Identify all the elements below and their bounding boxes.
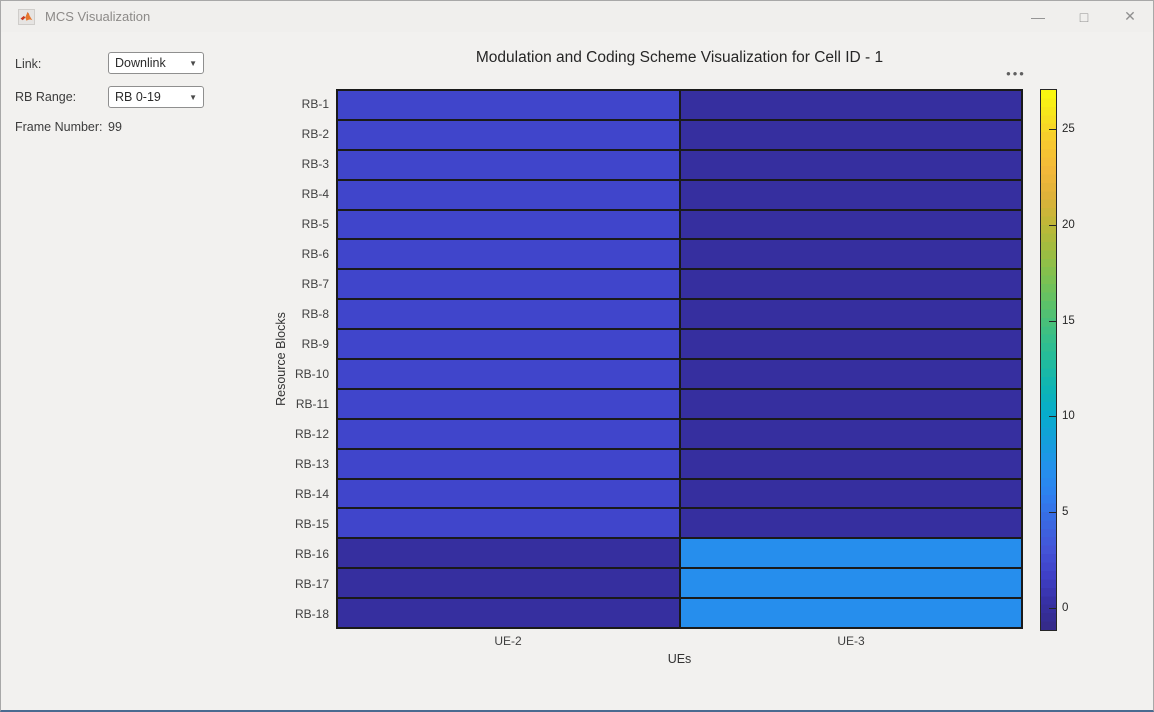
heatmap-cell [338, 210, 679, 239]
colorbar-tick-label: 0 [1062, 602, 1069, 614]
colorbar-tick-mark [1049, 608, 1056, 609]
maximize-icon[interactable]: □ [1079, 8, 1089, 25]
matlab-logo-icon [18, 8, 35, 25]
x-tick-label: UE-3 [837, 634, 865, 648]
heatmap-cell [680, 91, 1021, 119]
y-tick-label: RB-2 [301, 127, 329, 141]
colorbar-tick-mark [1049, 225, 1056, 226]
colorbar-tick-label: 20 [1062, 219, 1075, 231]
heatmap-cell [338, 330, 679, 358]
heatmap-cell [680, 569, 1021, 598]
heatmap-cell [338, 150, 679, 179]
heatmap-cell [338, 569, 679, 598]
title-bar: MCS Visualization — □ ✕ [1, 1, 1153, 32]
y-tick-label: RB-9 [301, 337, 329, 351]
y-tick-label: RB-13 [294, 457, 329, 471]
heatmap-cell [338, 599, 679, 627]
heatmap-cell [680, 120, 1021, 149]
y-tick-label: RB-12 [294, 427, 329, 441]
colorbar-tick-label: 10 [1062, 410, 1075, 422]
y-tick-label: RB-4 [301, 187, 329, 201]
heatmap-cell [338, 539, 679, 568]
colorbar-tick-label: 15 [1062, 315, 1075, 327]
close-icon[interactable]: ✕ [1124, 8, 1136, 24]
y-tick-label: RB-7 [301, 277, 329, 291]
heatmap-cell [338, 389, 679, 418]
heatmap-cell [680, 330, 1021, 358]
link-label: Link: [15, 57, 42, 71]
y-tick-label: RB-18 [294, 607, 329, 621]
colorbar-tick-label: 5 [1062, 506, 1069, 518]
colorbar-tick-mark [1049, 416, 1056, 417]
axes-toolbar-ellipsis-icon[interactable]: ••• [1006, 66, 1026, 81]
colorbar-tick-mark [1049, 512, 1056, 513]
heatmap-cell [338, 419, 679, 448]
y-tick-label: RB-1 [301, 97, 329, 111]
heatmap-cell [338, 91, 679, 119]
heatmap-cell [338, 360, 679, 388]
colorbar-tick-label: 25 [1062, 123, 1075, 135]
link-dropdown[interactable]: Downlink ▼ [108, 52, 204, 74]
rb-range-dropdown-value: RB 0-19 [115, 90, 161, 104]
y-tick-label: RB-8 [301, 307, 329, 321]
heatmap-cell [338, 509, 679, 538]
heatmap-cell [680, 300, 1021, 329]
heatmap-cell [680, 180, 1021, 209]
heatmap-cell [680, 389, 1021, 418]
link-dropdown-value: Downlink [115, 56, 166, 70]
heatmap-cell [680, 240, 1021, 269]
y-tick-label: RB-17 [294, 577, 329, 591]
chevron-down-icon: ▼ [189, 92, 197, 102]
y-tick-label: RB-6 [301, 247, 329, 261]
window-title: MCS Visualization [45, 9, 151, 24]
y-tick-label: RB-15 [294, 517, 329, 531]
heatmap-cell [338, 270, 679, 299]
colorbar-tick-mark [1049, 321, 1056, 322]
heatmap-cell [338, 240, 679, 269]
heatmap-cell [338, 180, 679, 209]
heatmap-cell [680, 449, 1021, 478]
colorbar-tick-mark [1049, 129, 1056, 130]
colorbar [1040, 89, 1057, 631]
chart-title: Modulation and Coding Scheme Visualizati… [475, 49, 884, 66]
rb-range-dropdown[interactable]: RB 0-19 ▼ [108, 86, 204, 108]
y-tick-label: RB-16 [294, 547, 329, 561]
heatmap-plot [336, 89, 1023, 629]
heatmap-cell [680, 150, 1021, 179]
heatmap-cell [680, 270, 1021, 299]
heatmap-cell [680, 539, 1021, 568]
y-tick-label: RB-11 [295, 397, 329, 411]
chevron-down-icon: ▼ [189, 58, 197, 68]
x-axis-label: UEs [667, 652, 692, 666]
x-tick-label: UE-2 [494, 634, 522, 648]
frame-number-value: 99 [108, 120, 122, 134]
heatmap-cell [680, 360, 1021, 388]
y-tick-label: RB-10 [294, 367, 329, 381]
heatmap-cell [338, 300, 679, 329]
rb-range-label: RB Range: [15, 90, 77, 104]
y-tick-label: RB-14 [294, 487, 329, 501]
heatmap-cell [680, 509, 1021, 538]
minimize-icon[interactable]: — [1031, 8, 1045, 25]
frame-number-label: Frame Number: [15, 120, 103, 134]
y-tick-label: RB-5 [301, 217, 329, 231]
heatmap-cell [680, 479, 1021, 508]
heatmap-cell [338, 120, 679, 149]
heatmap-cell [680, 599, 1021, 627]
heatmap-cell [338, 449, 679, 478]
heatmap-cell [338, 479, 679, 508]
heatmap-cell [680, 210, 1021, 239]
window-controls: — □ ✕ [1015, 1, 1153, 32]
y-tick-label: RB-3 [301, 157, 329, 171]
heatmap-cell [680, 419, 1021, 448]
